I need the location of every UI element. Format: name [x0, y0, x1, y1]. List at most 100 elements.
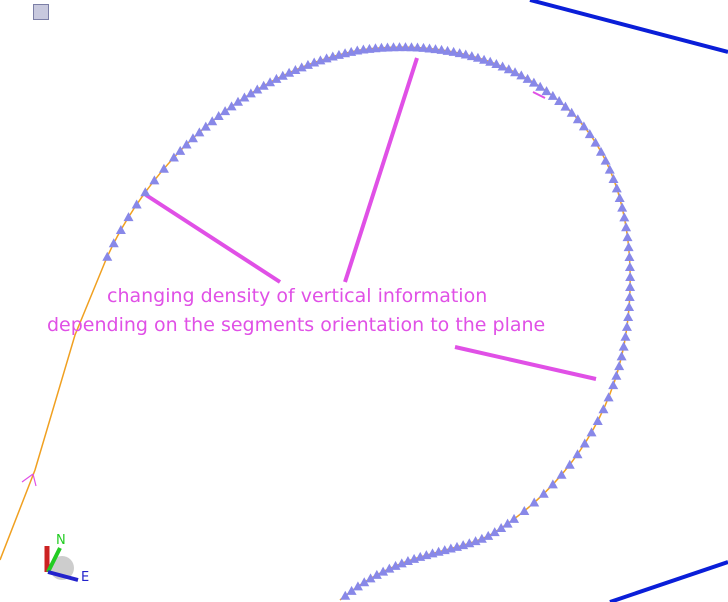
vertical-info-marker [265, 77, 276, 87]
vertical-info-marker [207, 116, 218, 126]
vertical-info-marker [448, 46, 459, 56]
vertical-info-marker [384, 563, 395, 573]
vertical-info-marker [547, 90, 558, 100]
vertical-info-marker [566, 107, 577, 117]
pointer-line-top [343, 57, 419, 283]
north-label: N [56, 533, 66, 548]
vertical-info-marker [233, 96, 244, 106]
vertical-info-marker [541, 86, 552, 96]
vertical-info-marker [108, 238, 119, 248]
vertical-info-marker [220, 106, 231, 116]
vertical-info-marker [483, 530, 494, 540]
vertical-info-marker [454, 48, 465, 58]
vertical-info-marker [624, 262, 635, 272]
vertical-info-marker [290, 64, 301, 74]
vertical-info-marker [418, 42, 429, 52]
vertical-info-marker [608, 173, 619, 183]
vertical-info-marker [611, 183, 622, 193]
vertical-info-marker [396, 558, 407, 568]
vertical-info-marker [623, 311, 634, 321]
vertical-info-marker [529, 497, 540, 507]
annotation-line-2: depending on the segments orientation to… [47, 314, 546, 336]
vertical-info-marker [284, 67, 295, 77]
vertical-info-marker [624, 302, 635, 312]
vertical-info-marker [497, 61, 508, 71]
vertical-info-marker [390, 560, 401, 570]
vertical-info-marker [489, 527, 500, 537]
vertical-info-marker [623, 242, 634, 252]
annotation-line-1: changing density of vertical information [107, 285, 488, 307]
vertical-info-marker [470, 536, 481, 546]
vertical-info-marker [445, 543, 456, 553]
vertical-info-marker [258, 80, 269, 90]
vertical-info-marker [621, 222, 632, 232]
vertical-info-marker [442, 45, 453, 55]
vertical-info-marker [522, 73, 533, 83]
vertical-info-marker [158, 163, 169, 173]
vertical-info-marker [603, 392, 614, 402]
pointer-arrow-small [532, 91, 546, 99]
vertical-info-marker [620, 331, 631, 341]
vertical-info-marker [616, 351, 627, 361]
vertical-info-marker [352, 581, 363, 591]
vertical-info-marker [271, 73, 282, 83]
vertical-info-marker [572, 449, 583, 459]
vertical-info-marker [424, 43, 435, 53]
vertical-info-marker [181, 139, 192, 149]
vertical-info-marker [359, 577, 370, 587]
vertical-info-marker [611, 370, 622, 380]
vertical-info-marker [509, 513, 520, 523]
vertical-info-marker [595, 146, 606, 156]
vertical-info-marker [625, 282, 636, 292]
vertical-info-marker [402, 556, 413, 566]
vertical-info-marker [622, 232, 633, 242]
vertical-info-marker [430, 44, 441, 54]
vertical-info-marker [252, 84, 263, 94]
vertical-info-marker [226, 101, 237, 111]
vertical-info-marker [439, 545, 450, 555]
vertical-info-marker [538, 488, 549, 498]
vertical-info-marker [624, 252, 635, 262]
vertical-info-marker [296, 62, 307, 72]
north-axis [46, 547, 62, 573]
vertical-info-marker [485, 56, 496, 66]
vertical-info-marker [617, 202, 628, 212]
vertical-info-marker [149, 175, 160, 185]
vertical-info-marker [625, 272, 636, 282]
vertical-info-marker [187, 133, 198, 143]
vertical-info-marker [592, 415, 603, 425]
direction-arrow-icon [21, 473, 37, 487]
vertical-info-marker [564, 459, 575, 469]
vertical-info-marker [277, 70, 288, 80]
vertical-info-marker [371, 569, 382, 579]
vertical-info-marker [519, 505, 530, 515]
blue-line-top [529, 0, 728, 54]
vertical-info-marker [598, 404, 609, 414]
corner-toggle-button[interactable] [33, 4, 49, 20]
pointer-line-left [144, 193, 282, 284]
east-label: E [81, 570, 89, 585]
vertical-info-marker [491, 59, 502, 69]
vertical-info-marker [614, 192, 625, 202]
vertical-info-marker [624, 292, 635, 302]
vertical-info-marker [175, 145, 186, 155]
vertical-info-marker [123, 212, 134, 222]
vertical-info-marker [194, 127, 205, 137]
vertical-info-marker [245, 88, 256, 98]
vertical-info-marker [496, 522, 507, 532]
vertical-info-marker [115, 225, 126, 235]
vertical-info-marker [608, 380, 619, 390]
vertical-info-marker [600, 155, 611, 165]
blue-line-bottom [609, 560, 728, 602]
vertical-info-marker [346, 585, 357, 595]
vertical-info-marker [476, 533, 487, 543]
vertical-info-marker [140, 187, 151, 197]
vertical-info-marker [586, 427, 597, 437]
vertical-info-marker [436, 44, 447, 54]
vertical-info-marker [535, 81, 546, 91]
vertical-info-marker [200, 121, 211, 131]
vertical-info-marker [584, 129, 595, 139]
vertical-info-marker [619, 212, 630, 222]
vertical-info-marker [458, 540, 469, 550]
